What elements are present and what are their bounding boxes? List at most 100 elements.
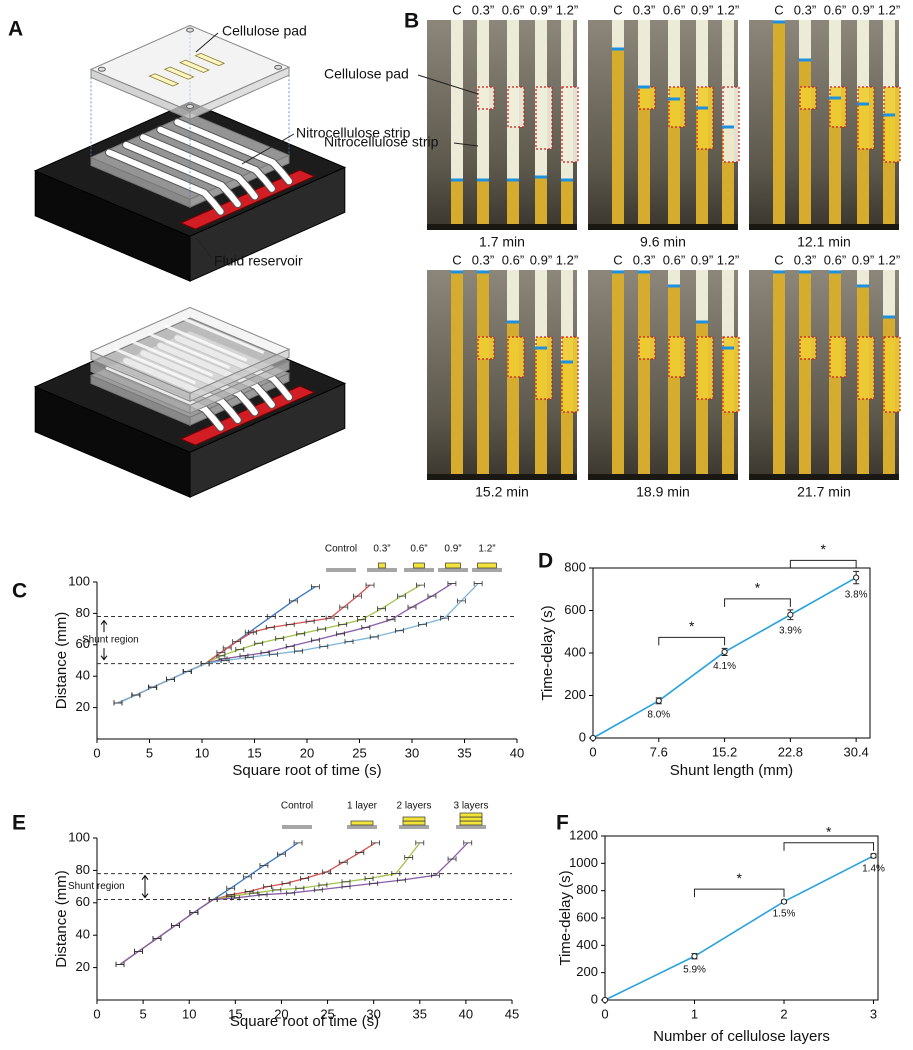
- y-tick-label: 600: [564, 602, 586, 617]
- strip-label: C: [452, 2, 461, 17]
- x-tick-label: 7.6: [650, 744, 668, 759]
- data-point: [463, 840, 473, 846]
- data-point: [721, 648, 728, 656]
- strip-wet: [477, 180, 489, 224]
- y-tick-label: 100: [68, 829, 90, 844]
- slab-top: [89, 24, 291, 112]
- data-point: [418, 621, 427, 627]
- post: [186, 27, 194, 33]
- strip-label: C: [774, 2, 783, 17]
- fluid-front: [883, 315, 895, 319]
- photo-base: [588, 474, 738, 480]
- data-point: [313, 887, 323, 893]
- axis-title: Square root of time (s): [232, 762, 381, 779]
- strip-wet: [612, 272, 624, 474]
- x-tick-label: 0: [589, 744, 596, 759]
- data-point: [232, 639, 242, 645]
- strip-label: 0.3”: [794, 252, 816, 267]
- cv-label: 4.1%: [713, 661, 736, 672]
- legend-icon: [445, 562, 461, 569]
- strip-wet: [799, 272, 811, 474]
- strip-label: 0.6”: [502, 252, 524, 267]
- pad-outline: [535, 86, 553, 150]
- data-point: [415, 840, 425, 846]
- nitrocellulose-strip: [123, 141, 241, 208]
- pad-outline: [535, 336, 553, 400]
- x-tick-label: 22.8: [778, 744, 803, 759]
- strip-dry: [451, 20, 463, 224]
- photo: [427, 270, 577, 480]
- data-point: [318, 882, 328, 888]
- cv-label: 8.0%: [647, 709, 670, 720]
- y-tick-label: 40: [76, 927, 90, 942]
- data-point: [336, 631, 345, 637]
- x-tick-label: 30: [405, 745, 419, 760]
- y-tick-label: 0: [579, 729, 586, 744]
- strip-label: 0.9”: [530, 252, 552, 267]
- strip-label: 0.6”: [824, 252, 846, 267]
- y-tick-label: 800: [576, 882, 598, 897]
- pad-outline: [668, 86, 686, 128]
- strip-ghost: [182, 317, 265, 354]
- strip-wet: [477, 272, 489, 474]
- data-point: [440, 615, 449, 621]
- series-line: [119, 842, 376, 965]
- strip-ghost: [165, 324, 248, 362]
- y-tick-label: 40: [76, 668, 90, 683]
- nitrocellulose-strip: [140, 134, 258, 200]
- data-point: [272, 887, 282, 893]
- legend-icon: [378, 562, 386, 569]
- data-point: [369, 880, 379, 886]
- leader-line: [195, 32, 219, 53]
- strip-label: 0.3”: [633, 252, 655, 267]
- pad-outline: [561, 336, 579, 413]
- pad-outline: [722, 336, 740, 413]
- pad-outline: [638, 336, 656, 360]
- strip-label: 0.9”: [852, 252, 874, 267]
- callout: Nitrocellulose strip: [296, 125, 411, 141]
- x-tick-label: 15: [228, 1006, 242, 1021]
- y-tick-label: 0: [591, 991, 598, 1006]
- strip-label: 0.6”: [663, 252, 685, 267]
- significance-label: *: [821, 541, 827, 557]
- legend-icon: [477, 562, 497, 569]
- data-point: [427, 593, 437, 599]
- legend-label: 3 layers: [453, 801, 488, 812]
- data-point: [601, 996, 609, 1004]
- photo-base: [427, 474, 577, 480]
- data-point: [396, 877, 406, 883]
- data-point: [242, 874, 252, 880]
- data-point: [447, 856, 457, 862]
- strip-label: 0.9”: [691, 252, 713, 267]
- fluid-front: [722, 125, 734, 129]
- y-tick-label: 400: [564, 644, 586, 659]
- data-point: [300, 876, 309, 881]
- y-tick-label: 200: [576, 964, 598, 979]
- data-point: [353, 593, 362, 599]
- data-point: [870, 852, 877, 859]
- strip-label: C: [613, 252, 622, 267]
- x-tick-label: 0: [93, 1006, 100, 1021]
- significance-label: *: [826, 823, 832, 839]
- data-point: [365, 582, 375, 588]
- photo-base: [588, 224, 738, 230]
- axis-title: Square root of time (s): [230, 1013, 379, 1030]
- legend-icon: [472, 568, 502, 572]
- axis-title: Time-delay (s): [539, 605, 556, 700]
- data-point: [293, 840, 303, 846]
- data-point: [355, 850, 365, 856]
- fluid-front: [451, 270, 463, 274]
- photo: [749, 270, 899, 480]
- data-point: [853, 574, 860, 581]
- data-point: [131, 692, 141, 698]
- x-tick-label: 15: [247, 745, 261, 760]
- x-tick-label: 1: [691, 1006, 698, 1021]
- y-tick-label: 600: [576, 909, 598, 924]
- fluid-front: [799, 270, 811, 274]
- x-tick-label: 0: [601, 1006, 608, 1021]
- time-label: 12.1 min: [797, 234, 851, 250]
- callout: Cellulose pad: [222, 23, 307, 39]
- data-point: [230, 895, 240, 901]
- legend-label: 0.3”: [373, 544, 390, 555]
